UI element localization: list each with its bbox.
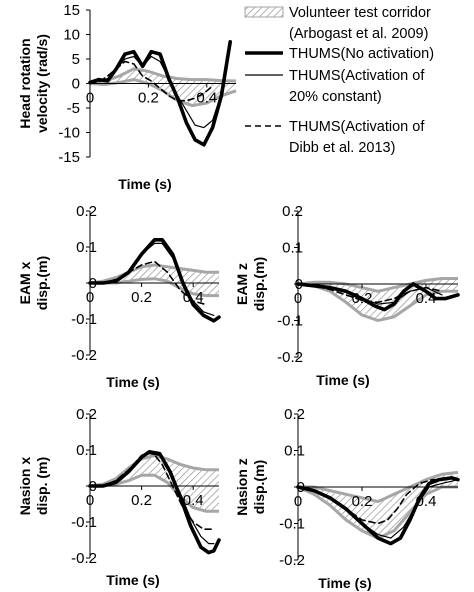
series-dibb: [89, 450, 215, 531]
corridor-upper-line: [89, 67, 237, 84]
legend-label: 20% constant): [289, 89, 382, 105]
legend: Volunteer test corridor (Arbogast et al. …: [244, 5, 434, 156]
y-axis-label: EAM zdisp.(m): [234, 257, 267, 311]
y-axis-label: Nasion xdisp. (m): [17, 457, 50, 516]
x-tick-label: 0: [294, 290, 302, 307]
y-tick-label: -0.2: [279, 552, 305, 569]
legend-label: Dibb et al. 2013): [289, 140, 395, 156]
x-tick-label: 0: [86, 492, 94, 509]
y-axis-label: Nasion zdisp.(m): [234, 458, 267, 516]
y-tick-label: 0.2: [76, 406, 97, 423]
series-act20: [89, 242, 215, 316]
x-tick-label: 0.2: [352, 493, 373, 510]
series-dibb: [297, 478, 447, 525]
series-dibb: [89, 260, 207, 306]
x-axis-label: Time (s): [106, 572, 159, 588]
legend-corridor-swatch: [244, 6, 284, 18]
x-tick-label: 0.4: [183, 492, 204, 509]
y-axis-label-line: disp.(m): [251, 257, 267, 311]
series-act20: [89, 453, 215, 545]
y-tick-label: -0.1: [277, 313, 303, 330]
y-tick-label: -0.1: [71, 311, 97, 328]
y-axis-label-line: Head rotation: [17, 38, 33, 128]
corridor-upper-line: [89, 263, 219, 285]
x-tick-label: 0.2: [131, 492, 152, 509]
x-tick-label: 0: [294, 493, 302, 510]
y-tick-label: 15: [63, 2, 80, 19]
x-tick-label: 0.2: [138, 90, 159, 107]
y-axis-label-line: velocity (rad/s): [34, 34, 50, 133]
y-axis-label-line: disp.(m): [251, 460, 267, 514]
y-tick-label: 0.2: [282, 203, 303, 220]
series-dibb: [297, 283, 443, 304]
legend-entry-act20: THUMS(Activation of 20% constant): [245, 68, 425, 105]
y-tick-label: -0.2: [71, 550, 97, 567]
legend-entry-dibb: THUMS(Activation of Dibb et al. 2013): [245, 119, 425, 156]
y-axis-label-line: Nasion x: [17, 457, 33, 516]
y-tick-label: -0.1: [71, 514, 97, 531]
legend-entry-corridor: Volunteer test corridor (Arbogast et al. …: [244, 5, 431, 42]
corridor-upper-line: [298, 470, 459, 504]
y-tick-label: -5: [67, 100, 80, 117]
y-tick-label: 0.1: [76, 442, 97, 459]
y-axis-label-line: EAM z: [234, 263, 250, 305]
corridor-band: [298, 472, 458, 539]
legend-label: THUMS(Activation of: [289, 119, 425, 135]
y-tick-label: -15: [58, 149, 80, 166]
legend-label: THUMS(Activation of: [289, 68, 425, 84]
legend-label: (Arbogast et al. 2009): [289, 26, 428, 42]
y-tick-label: 0.2: [76, 203, 97, 220]
x-axis-label: Time (s): [118, 176, 171, 192]
corridor-upper-line: [297, 277, 458, 293]
chart-head-rotation: 15 10 5 0 -5 -10 -15 0 0.2 0.4 Head rotationveloci…: [17, 2, 237, 192]
y-axis-label-line: disp.(m): [34, 256, 50, 310]
y-axis-label-line: disp. (m): [34, 457, 50, 515]
x-axis-label: Time (s): [316, 372, 369, 388]
y-tick-label: 0: [72, 76, 80, 93]
corridor-band: [90, 455, 219, 512]
x-tick-label: 0: [86, 90, 94, 107]
x-tick-label: 0.4: [196, 90, 217, 107]
y-tick-label: 0.1: [284, 443, 305, 460]
y-axis-label: EAM xdisp.(m): [17, 256, 50, 310]
y-tick-label: 0.1: [76, 239, 97, 256]
y-axis-label-line: EAM x: [17, 261, 33, 304]
y-tick-label: 0.1: [282, 240, 303, 257]
x-tick-label: 0.2: [131, 289, 152, 306]
y-tick-label: 10: [63, 27, 80, 44]
y-tick-label: -0.2: [277, 349, 303, 366]
corridor-upper-line: [89, 453, 219, 488]
legend-entry-no-act: THUMS(No activation): [245, 46, 434, 62]
series-dibb: [89, 60, 214, 102]
series-act20: [89, 55, 222, 129]
x-axis-label: Time (s): [106, 374, 159, 390]
x-axis-label: Time (s): [318, 575, 371, 591]
y-tick-label: -0.2: [71, 347, 97, 364]
y-tick-label: 0.2: [284, 406, 305, 423]
y-axis-label: Head rotationvelocity (rad/s): [17, 34, 50, 133]
y-tick-label: -0.1: [279, 516, 305, 533]
y-tick-label: -10: [58, 125, 80, 142]
y-tick-label: 5: [72, 51, 80, 68]
legend-label: Volunteer test corridor: [289, 5, 431, 21]
legend-label: THUMS(No activation): [289, 46, 434, 62]
x-tick-label: 0: [86, 289, 94, 306]
y-axis-label-line: Nasion z: [234, 458, 250, 516]
